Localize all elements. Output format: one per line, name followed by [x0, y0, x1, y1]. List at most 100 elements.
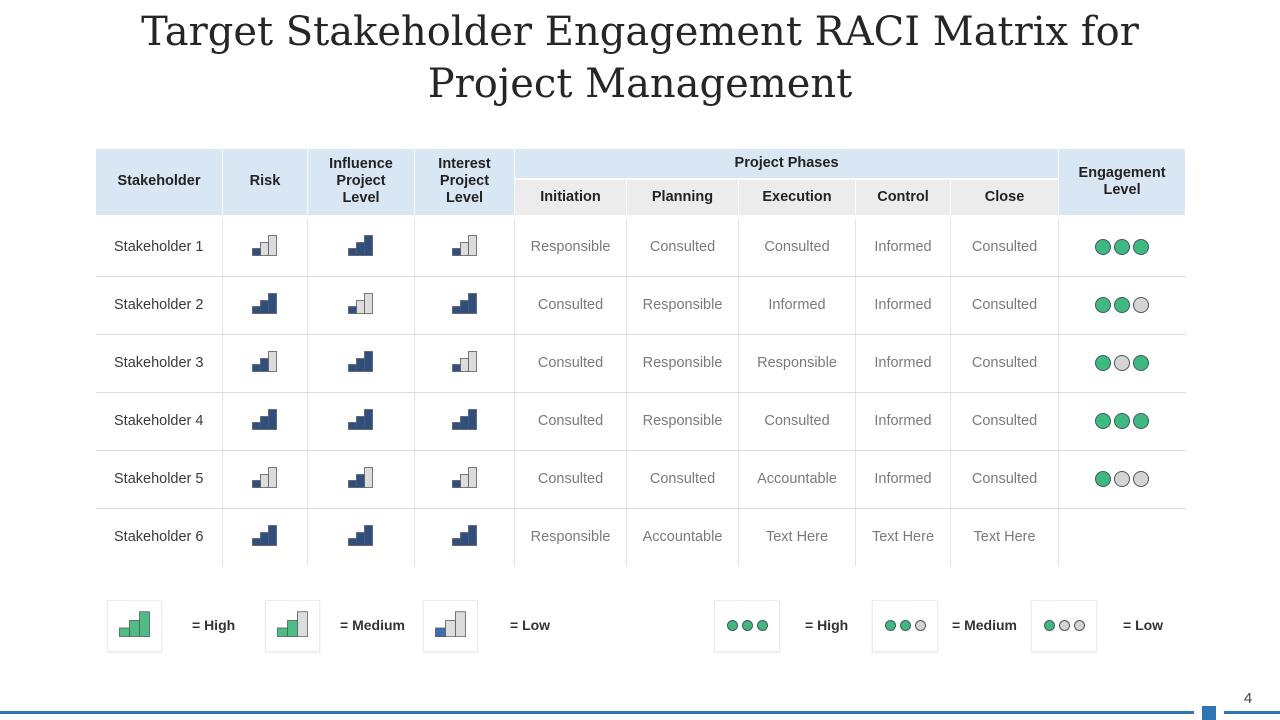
engagement-dot [1133, 297, 1150, 314]
engagement-dot [1114, 297, 1131, 314]
engagement-level-cell [1058, 334, 1186, 393]
phase-cell-execution: Responsible [738, 334, 856, 393]
phase-cell-close: Consulted [949, 450, 1059, 509]
phase-cell-planning: Consulted [626, 214, 739, 277]
legend-bars-low-icon [423, 600, 478, 652]
interest-level-cell [414, 450, 515, 509]
risk-signal-bars-icon [252, 524, 278, 550]
slide-title-line-1: Target Stakeholder Engagement RACI Matri… [141, 9, 1139, 55]
influence-level-cell [307, 214, 415, 277]
influence-level-cell [307, 392, 415, 451]
legend-dots-low-label: = Low [1123, 617, 1164, 633]
phase-cell-initiation: Consulted [514, 392, 627, 451]
phase-cell-close: Consulted [949, 334, 1059, 393]
interest-level-cell [414, 334, 515, 393]
phase-cell-control: Text Here [855, 508, 951, 566]
engagement-dot [899, 620, 911, 632]
engagement-dot [1114, 239, 1131, 256]
phase-cell-close: Consulted [949, 214, 1059, 277]
phase-cell-close: Text Here [949, 508, 1059, 566]
phase-cell-control: Informed [855, 214, 951, 277]
engagement-dot [1114, 471, 1131, 488]
legend-dots-medium-label: = Medium [952, 617, 1017, 633]
engagement-dot [1043, 620, 1055, 632]
phase-cell-initiation: Consulted [514, 276, 627, 335]
legend-dots-medium-icon [872, 600, 938, 652]
interest-level-cell [414, 276, 515, 335]
engagement-dot [726, 620, 738, 632]
header-interest: Interest Project Level [414, 148, 515, 217]
header-influence: Influence Project Level [307, 148, 415, 217]
influence-signal-bars-icon [348, 292, 374, 318]
legend-engagement-dots-icon [1043, 617, 1085, 635]
header-phase-planning: Planning [626, 177, 739, 217]
phase-cell-execution: Consulted [738, 214, 856, 277]
stakeholder-name: Stakeholder 6 [114, 529, 204, 545]
engagement-dot [1058, 620, 1070, 632]
phase-cell-execution: Accountable [738, 450, 856, 509]
table-row: Stakeholder 4 Consulted Responsible Consult… [95, 392, 1186, 451]
phase-cell-execution: Consulted [738, 392, 856, 451]
risk-signal-bars-icon [252, 350, 278, 376]
stakeholder-name: Stakeholder 3 [95, 334, 223, 393]
interest-level-cell [414, 214, 515, 277]
interest-level-cell [414, 508, 515, 566]
phase-cell-close: Consulted [949, 392, 1059, 451]
header-stakeholder: Stakeholder [95, 148, 223, 217]
legend-dots-high-label: = High [805, 617, 849, 633]
influence-level-cell [307, 276, 415, 335]
raci-matrix-table: Stakeholder Risk Influence Project Level… [95, 148, 1187, 566]
phase-cell-initiation: Responsible [514, 214, 627, 277]
stakeholder-name: Stakeholder 5 [95, 450, 223, 509]
engagement-dot [1095, 355, 1112, 372]
legend-signal-bars-icon [118, 610, 151, 642]
influence-level-cell [307, 334, 415, 393]
phase-cell-initiation: Responsible [514, 508, 627, 566]
engagement-dot [1133, 471, 1150, 488]
engagement-dot [1114, 355, 1131, 372]
risk-level-cell [222, 334, 308, 393]
legend-dots-low-icon [1031, 600, 1097, 652]
stakeholder-name: Stakeholder 1 [95, 214, 223, 277]
phase-cell-control: Informed [855, 392, 951, 451]
risk-signal-bars-icon [252, 234, 278, 260]
interest-level-cell [414, 392, 515, 451]
engagement-dot [1095, 413, 1112, 430]
engagement-dot [914, 620, 926, 632]
table-row: Stakeholder 5 Consulted Consulted Accountab… [95, 450, 1186, 509]
phase-cell-initiation: Consulted [514, 450, 627, 509]
engagement-level-cell [1058, 392, 1186, 451]
engagement-dot [1095, 239, 1112, 256]
table-row: Stakeholder 2 Consulted Responsible Informe… [95, 276, 1186, 335]
influence-level-cell [307, 508, 415, 566]
header-phase-execution: Execution [738, 177, 856, 217]
table-row: Stakeholder 6 Responsible Accountable Text … [96, 508, 1186, 566]
risk-level-cell [222, 450, 308, 509]
legend-bars-low-label: = Low [510, 617, 551, 633]
risk-level-cell [222, 276, 308, 335]
engagement-dot [1133, 239, 1150, 256]
risk-level-cell [222, 508, 308, 566]
phase-cell-planning: Responsible [626, 334, 739, 393]
stakeholder-name: Stakeholder 4 [95, 392, 223, 451]
interest-signal-bars-icon [451, 350, 478, 376]
engagement-dot [1073, 620, 1085, 632]
slide-title: Target Stakeholder Engagement RACI Matri… [140, 6, 1140, 110]
engagement-level-cell [1058, 508, 1186, 566]
risk-level-cell [222, 214, 308, 277]
legend-bars-medium-icon [265, 600, 320, 652]
table-row: Stakeholder 1 Responsible Consulted Consult… [95, 214, 1186, 277]
interest-signal-bars-icon [451, 292, 478, 318]
engagement-dot [1114, 413, 1131, 430]
engagement-level-cell [1058, 276, 1186, 335]
engagement-dot [1133, 413, 1150, 430]
interest-signal-bars-icon [451, 408, 478, 434]
header-engagement-level: Engagement Level [1058, 148, 1187, 217]
page-number: 4 [1243, 690, 1253, 707]
header-risk: Risk [222, 148, 308, 217]
legend-engagement-dots-icon [726, 617, 768, 635]
legend-signal-bars-icon [276, 610, 309, 642]
legend-bars-medium-label: = Medium [340, 617, 405, 633]
phase-cell-initiation: Consulted [514, 334, 627, 393]
engagement-dot [884, 620, 896, 632]
